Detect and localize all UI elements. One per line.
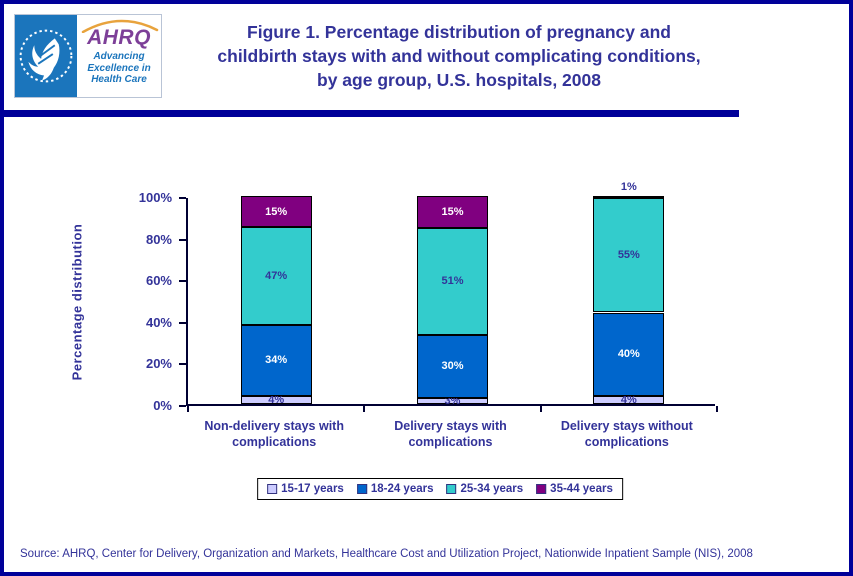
segment-value-label: 4%: [620, 393, 637, 406]
segment-value-label: 47%: [265, 270, 288, 283]
segment-value-label: 30%: [441, 360, 464, 373]
bar-segment: 34%: [240, 324, 312, 396]
hhs-eagle-seal: [15, 15, 77, 97]
logo-arc-icon: [81, 19, 159, 33]
category-label: Delivery stays without complications: [532, 418, 722, 450]
bar-segment: 15%: [417, 196, 488, 228]
segment-value-label: 3%: [444, 394, 461, 407]
bar-segment: 4%: [240, 393, 312, 406]
y-axis-tick: [179, 405, 186, 407]
ahrq-wordmark-block: AHRQ Advancing Excellence in Health Care: [77, 15, 161, 97]
legend-item: 25-34 years: [446, 483, 524, 495]
legend-item: 18-24 years: [356, 483, 434, 495]
legend-swatch-icon: [446, 484, 457, 494]
category-label-line: complications: [584, 435, 669, 449]
plot-area: 4% 34% 47% 15% 3% 30% 51% 15% 4% 40% 55% 1%: [179, 181, 718, 412]
bar-segment: 47%: [240, 227, 312, 325]
segment-value-label: 15%: [441, 205, 464, 218]
ahrq-logo: AHRQ Advancing Excellence in Health Care: [14, 14, 162, 98]
source-note: Source: AHRQ, Center for Delivery, Organ…: [20, 548, 753, 560]
title-line-1: Figure 1. Percentage distribution of pre…: [247, 22, 671, 42]
bar-segment: 40%: [593, 312, 665, 396]
segment-value-label: 1%: [620, 181, 637, 193]
legend-item: 35-44 years: [536, 483, 613, 495]
category-label: Non-delivery stays with complications: [179, 418, 369, 450]
category-label-line: Delivery stays with: [394, 419, 507, 433]
y-axis-tick-label: 60%: [145, 273, 172, 289]
tagline-line-3: Health Care: [91, 74, 147, 85]
tagline-line-2: Excellence in: [87, 62, 151, 74]
x-axis-tick: [363, 406, 366, 412]
x-axis-tick: [716, 406, 718, 412]
legend-swatch-icon: [356, 484, 367, 494]
y-axis-tick: [179, 363, 186, 366]
y-axis-tick: [179, 238, 186, 241]
y-axis-tick: [179, 280, 186, 283]
segment-value-label: 51%: [441, 275, 464, 288]
legend-label: 25-34 years: [460, 483, 524, 495]
legend-label: 15-17 years: [281, 483, 344, 495]
segment-value-label: 40%: [617, 348, 640, 361]
y-axis-tick-label: 0%: [153, 398, 172, 413]
segment-value-label: 4%: [268, 393, 285, 406]
legend-swatch-icon: [267, 484, 278, 494]
bar-segment: 15%: [240, 196, 312, 228]
header-divider: [4, 110, 739, 117]
bar-segment: 55%: [593, 198, 665, 313]
category-label-line: Non-delivery stays with: [204, 419, 344, 433]
legend-swatch-icon: [536, 484, 547, 494]
legend-item: 15-17 years: [267, 483, 344, 495]
bar-segment: [593, 196, 665, 199]
ahrq-tagline: Advancing Excellence in Health Care: [77, 51, 161, 86]
bar-segment: 3%: [417, 394, 488, 407]
segment-value-label: 15%: [265, 205, 288, 218]
title-line-2: childbirth stays with and without compli…: [217, 46, 701, 66]
y-axis-title: Percentage distribution: [69, 223, 85, 381]
y-axis-tick: [179, 321, 186, 324]
category-label-line: complications: [232, 435, 317, 449]
x-axis-tick: [187, 406, 189, 412]
bar-segment: 30%: [417, 334, 488, 398]
y-axis-tick-label: 80%: [145, 231, 172, 247]
legend: 15-17 years 18-24 years 25-34 years 35-44 y…: [257, 478, 623, 500]
y-axis-tick: [179, 197, 186, 199]
x-axis-tick: [539, 406, 542, 412]
tagline-line-1: Advancing: [93, 51, 145, 62]
title-line-3: by age group, U.S. hospitals, 2008: [317, 70, 601, 90]
figure-title: Figure 1. Percentage distribution of pre…: [174, 20, 744, 92]
ahrq-wordmark: AHRQ: [87, 26, 151, 49]
segment-value-label: 34%: [265, 354, 288, 367]
segment-value-label: 55%: [617, 249, 640, 262]
y-axis-tick-label: 40%: [145, 314, 172, 330]
category-label-line: Delivery stays without: [560, 419, 693, 433]
legend-label: 35-44 years: [550, 483, 613, 495]
hhs-eagle-icon: [15, 15, 77, 97]
y-axis-tick-label: 100%: [138, 190, 172, 205]
category-label: Delivery stays with complications: [356, 418, 546, 450]
category-label-line: complications: [408, 435, 493, 449]
bar-segment: 4%: [593, 393, 665, 406]
bar-segment: 51%: [417, 227, 488, 335]
y-axis-tick-label: 20%: [145, 356, 172, 372]
legend-label: 18-24 years: [370, 483, 434, 495]
